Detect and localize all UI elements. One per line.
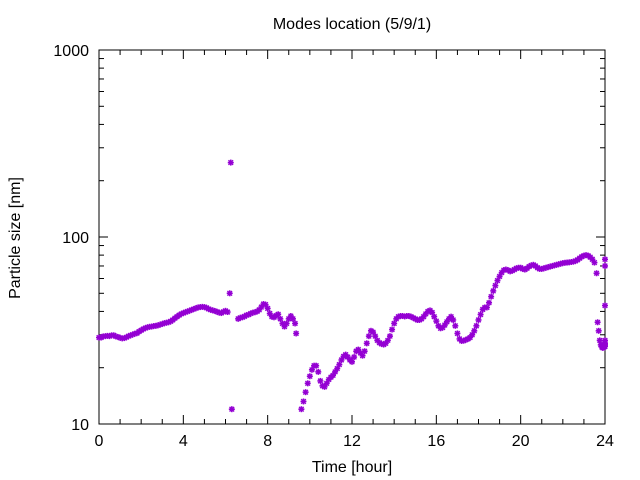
data-point <box>386 333 393 340</box>
data-point <box>277 315 284 322</box>
data-point <box>292 320 299 327</box>
y-tick-label: 100 <box>62 230 89 247</box>
data-point <box>306 373 313 380</box>
data-points <box>96 159 608 413</box>
y-tick-label: 10 <box>71 417 89 434</box>
data-point <box>596 337 603 344</box>
data-point <box>332 368 339 375</box>
data-point <box>595 327 602 334</box>
data-point <box>593 270 600 277</box>
data-point <box>289 315 296 322</box>
data-point <box>293 330 300 337</box>
data-point <box>483 304 490 311</box>
data-point <box>264 305 271 312</box>
y-axis-label: Particle size [nm] <box>7 177 24 299</box>
y-tick-label: 1000 <box>53 43 89 60</box>
data-point <box>591 259 598 266</box>
data-point <box>477 311 484 318</box>
x-tick-label: 20 <box>512 433 530 450</box>
x-tick-label: 12 <box>343 433 361 450</box>
data-point <box>594 319 601 326</box>
data-point <box>338 356 345 363</box>
x-axis-label: Time [hour] <box>312 459 392 476</box>
data-point <box>490 287 497 294</box>
x-tick-label: 8 <box>263 433 272 450</box>
x-axis: 0 4 8 12 16 20 24 <box>95 50 614 450</box>
data-point <box>363 340 370 347</box>
x-tick-label: 0 <box>95 433 104 450</box>
data-point <box>602 256 608 263</box>
x-tick-label: 4 <box>179 433 188 450</box>
data-point <box>473 322 480 329</box>
plot-border <box>98 49 606 425</box>
chart-title: Modes location (5/9/1) <box>273 16 431 33</box>
data-point <box>351 354 358 361</box>
data-point <box>275 311 282 318</box>
data-point <box>317 377 324 384</box>
data-point <box>226 290 233 297</box>
data-point <box>602 262 608 269</box>
data-point <box>389 326 396 333</box>
plot-frame <box>98 49 606 425</box>
data-point <box>602 302 608 309</box>
y-axis: 10 100 1000 <box>53 43 605 434</box>
data-point <box>228 406 235 413</box>
data-point <box>486 299 493 306</box>
data-point <box>452 322 459 329</box>
data-point <box>298 406 305 413</box>
data-point <box>475 316 482 323</box>
data-point <box>391 320 398 327</box>
data-point <box>602 337 608 344</box>
data-point <box>450 316 457 323</box>
data-point <box>361 348 368 355</box>
data-point <box>302 389 309 396</box>
data-point <box>454 330 461 337</box>
data-point <box>365 333 372 340</box>
x-tick-label: 16 <box>427 433 445 450</box>
data-point <box>488 293 495 300</box>
data-point <box>315 368 322 375</box>
data-point <box>313 362 320 369</box>
data-point <box>227 159 234 166</box>
data-point <box>336 361 343 368</box>
data-point <box>304 380 311 387</box>
data-point <box>471 327 478 334</box>
data-point <box>283 320 290 327</box>
x-tick-label: 24 <box>596 433 614 450</box>
data-point <box>433 318 440 325</box>
data-point <box>224 309 231 316</box>
data-point <box>300 398 307 405</box>
data-point <box>492 282 499 289</box>
data-point <box>349 358 355 365</box>
